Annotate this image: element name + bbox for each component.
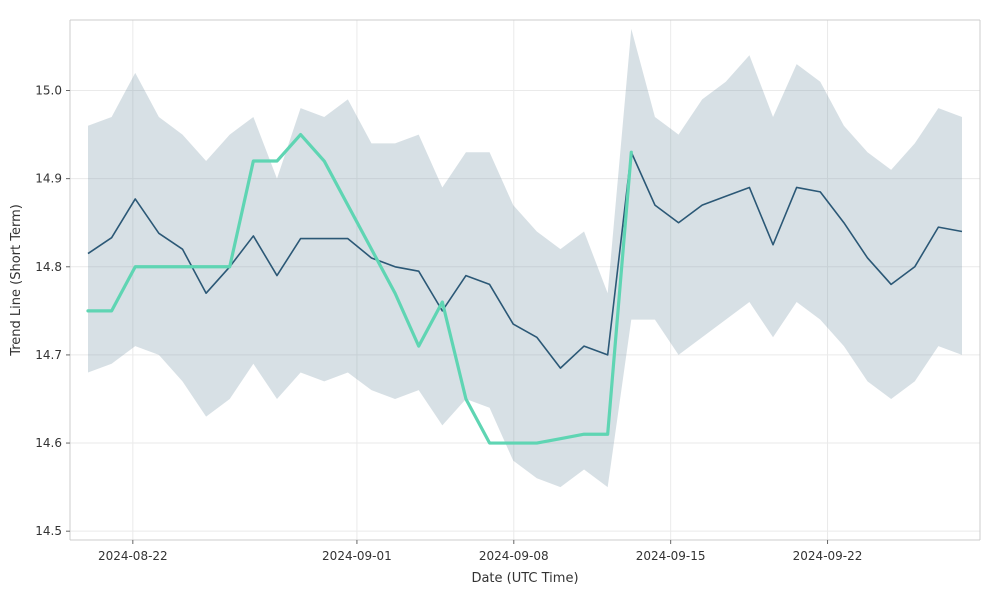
trend-chart: 14.5 14.6 14.7 14.8 14.9 15.0 2024-08-22 2024-0… [0, 0, 1000, 600]
x-tick-label: 2024-09-22 [793, 549, 863, 563]
y-axis-label: Trend Line (Short Term) [9, 204, 24, 357]
x-tick-label: 2024-08-22 [98, 549, 168, 563]
chart-svg: 14.5 14.6 14.7 14.8 14.9 15.0 2024-08-22 2024-0… [0, 0, 1000, 600]
y-tick-label: 14.6 [35, 436, 62, 450]
y-tick-label: 14.7 [35, 348, 62, 362]
x-tick-label: 2024-09-08 [479, 549, 549, 563]
y-tick-label: 14.8 [35, 260, 62, 274]
y-tick-label: 15.0 [35, 84, 62, 98]
y-tick-label: 14.9 [35, 172, 62, 186]
x-tick-label: 2024-09-15 [636, 549, 706, 563]
x-axis-label: Date (UTC Time) [471, 571, 578, 586]
x-tick-label: 2024-09-01 [322, 549, 392, 563]
y-tick-label: 14.5 [35, 524, 62, 538]
